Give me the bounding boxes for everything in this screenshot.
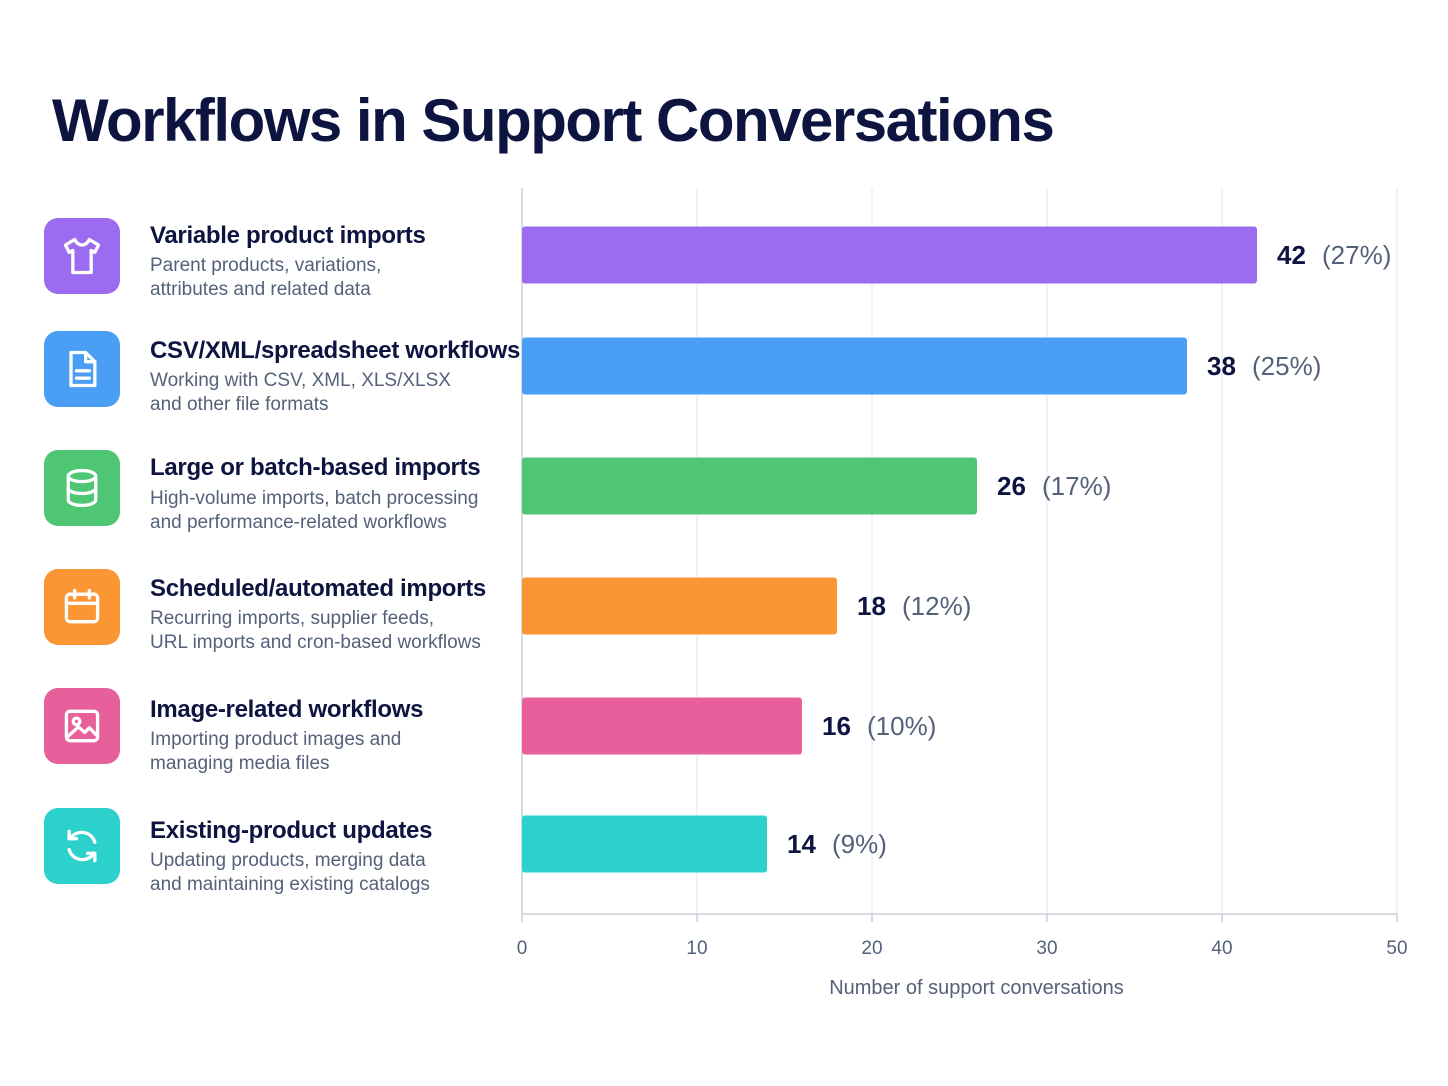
category-row: Variable product imports Parent products… (0, 218, 520, 318)
bar-value-label: 42 (1277, 240, 1306, 270)
bar-percent-label: (25%) (1252, 351, 1321, 381)
chart-title: Workflows in Support Conversations (52, 87, 1055, 154)
bar (522, 337, 1187, 395)
category-row: Existing-product updates Updating produc… (0, 808, 520, 908)
category-title: Large or batch-based imports (150, 454, 481, 481)
tshirt-icon (44, 218, 120, 294)
category-description: High-volume imports, batch processing and… (150, 488, 479, 533)
image-icon (44, 688, 120, 764)
database-icon (44, 450, 120, 526)
category-description: Parent products, variations, attributes a… (150, 255, 382, 300)
category-title: Existing-product updates (150, 817, 433, 844)
x-tick-label: 40 (1211, 938, 1232, 959)
category-description: Working with CSV, XML, XLS/XLSX and other… (150, 370, 451, 415)
refresh-icon (44, 808, 120, 884)
bar (522, 697, 802, 755)
category-row: CSV/XML/spreadsheet workflows Working wi… (0, 331, 520, 431)
bar-value-label: 26 (997, 471, 1026, 501)
bar-value-label: 16 (822, 711, 851, 741)
bar-percent-label: (17%) (1042, 471, 1111, 501)
bar-percent-label: (27%) (1322, 240, 1391, 270)
calendar-icon (44, 569, 120, 645)
bar-percent-label: (12%) (902, 591, 971, 621)
bar (522, 815, 767, 873)
category-row: Large or batch-based imports High-volume… (0, 450, 520, 550)
category-title: Variable product imports (150, 222, 426, 249)
category-title: Scheduled/automated imports (150, 575, 486, 602)
bar-value-label: 18 (857, 591, 886, 621)
category-row: Image-related workflows Importing produc… (0, 688, 520, 788)
document-icon (44, 331, 120, 407)
bar (522, 226, 1257, 284)
x-tick-label: 30 (1036, 938, 1057, 959)
category-description: Updating products, merging data and maint… (150, 850, 430, 895)
bar-value-label: 14 (787, 829, 816, 859)
category-title: Image-related workflows (150, 696, 424, 723)
category-description: Recurring imports, supplier feeds, URL im… (150, 608, 481, 653)
category-row: Scheduled/automated imports Recurring im… (0, 569, 520, 669)
bar-percent-label: (9%) (832, 829, 887, 859)
bar (522, 457, 977, 515)
x-tick-label: 0 (517, 938, 528, 959)
x-tick-label: 50 (1386, 938, 1407, 959)
x-tick-label: 10 (686, 938, 707, 959)
category-title: CSV/XML/spreadsheet workflows (150, 337, 521, 364)
x-axis-label: Number of support conversations (829, 977, 1124, 999)
x-tick-label: 20 (861, 938, 882, 959)
bar-value-label: 38 (1207, 351, 1236, 381)
bar (522, 577, 837, 635)
category-description: Importing product images and managing med… (150, 729, 402, 774)
bar-percent-label: (10%) (867, 711, 936, 741)
